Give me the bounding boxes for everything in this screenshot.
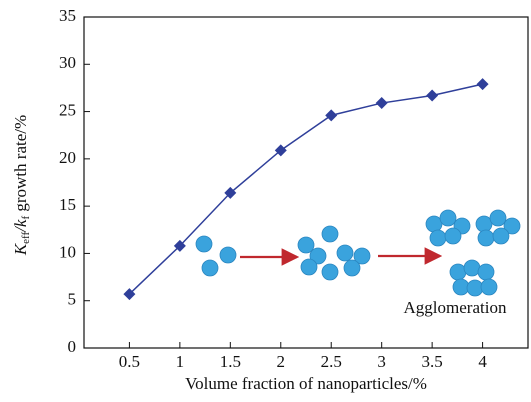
y-axis-label: Keff/kf growth rate/% — [11, 115, 32, 256]
point — [476, 78, 489, 91]
x-tick-label: 3 — [377, 352, 386, 371]
point — [173, 239, 186, 252]
y-tick-label: 0 — [68, 337, 77, 356]
line — [128, 83, 483, 295]
x-tick-label: 2 — [277, 352, 286, 371]
y-tick-label: 20 — [59, 148, 76, 167]
y-tick-label: 35 — [59, 6, 76, 25]
point — [375, 97, 388, 110]
x-axis-label: Volume fraction of nanoparticles/% — [185, 374, 427, 393]
annotation: Agglomeration — [404, 298, 507, 317]
point — [224, 186, 237, 199]
x-tick-label: 4 — [478, 352, 487, 371]
nanoparticle-illustration — [195, 209, 521, 297]
point — [123, 288, 136, 301]
x-tick-label: 1.5 — [220, 352, 241, 371]
y-tick-label: 15 — [59, 195, 76, 214]
y-tick-label: 30 — [59, 53, 76, 72]
point — [325, 109, 338, 122]
x-tick-label: 3.5 — [422, 352, 443, 371]
point — [274, 144, 287, 157]
y-tick-label: 10 — [59, 242, 76, 261]
y-tick-label: 25 — [59, 100, 76, 119]
y-tick-label: 5 — [68, 290, 77, 309]
x-tick-label: 1 — [176, 352, 185, 371]
x-tick-label: 0.5 — [119, 352, 140, 371]
point — [426, 89, 439, 102]
plot-frame — [83, 16, 529, 349]
x-tick-label: 2.5 — [321, 352, 342, 371]
